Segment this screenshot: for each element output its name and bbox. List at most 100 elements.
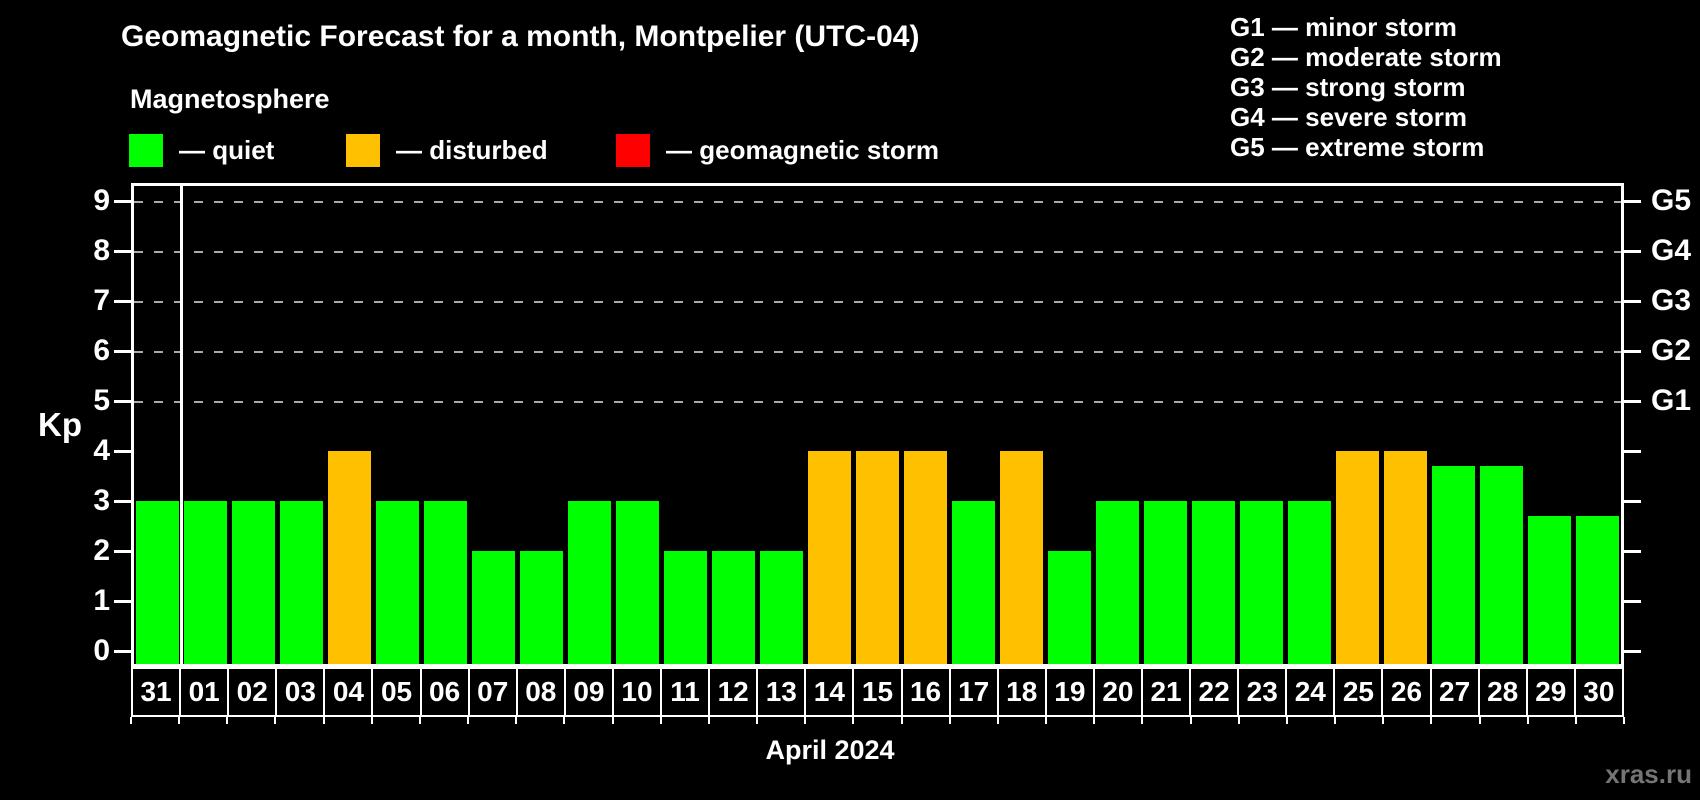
- y-tick-left-7: [114, 299, 131, 303]
- month-separator: [180, 186, 184, 664]
- right-scale-label-G5: G5: [1651, 184, 1692, 217]
- day-boundary-tick: [1526, 717, 1529, 724]
- day-boundary-tick: [900, 717, 903, 724]
- quiet-label: — quiet: [179, 135, 275, 165]
- kp-bar-20: [1095, 501, 1139, 664]
- kp-bar-08: [520, 551, 564, 664]
- day-label-19: 19: [1044, 669, 1093, 715]
- storm-scale-g4: G4 — severe storm: [1230, 102, 1468, 132]
- day-boundary-tick: [1334, 717, 1337, 724]
- kp-bar-13: [760, 551, 804, 664]
- day-label-17: 17: [948, 669, 997, 715]
- legend-item-quiet: — quiet: [129, 134, 274, 167]
- kp-bar-11: [664, 551, 708, 664]
- day-boundary-tick: [1237, 717, 1240, 724]
- y-tick-left-4: [114, 449, 131, 453]
- gridline-kp5: [134, 401, 1621, 403]
- day-boundary-tick: [467, 717, 470, 724]
- right-scale-label-G3: G3: [1651, 284, 1692, 317]
- day-label-24: 24: [1285, 669, 1333, 715]
- day-label-31: 31: [140, 676, 172, 707]
- day-boundary-tick: [1623, 717, 1625, 724]
- kp-bar-04: [328, 451, 372, 664]
- day-boundary-tick: [515, 717, 518, 724]
- kp-bar-22: [1191, 501, 1235, 664]
- day-label-10: 10: [611, 669, 660, 715]
- day-label-21: 21: [1140, 669, 1189, 715]
- day-label-16: 16: [900, 669, 949, 715]
- storm-scale-g3: G3 — strong storm: [1230, 72, 1466, 102]
- y-tick-label-8: 8: [93, 234, 110, 267]
- kp-bar-29: [1527, 516, 1571, 664]
- y-tick-left-1: [114, 599, 131, 603]
- day-label-03: 03: [275, 669, 323, 715]
- y-tick-label-6: 6: [93, 334, 110, 367]
- day-label-23: 23: [1237, 669, 1285, 715]
- y-tick-label-0: 0: [93, 634, 110, 667]
- gridline-kp8: [134, 251, 1621, 253]
- disturbed-label: — disturbed: [396, 135, 548, 165]
- day-label-06: 06: [419, 669, 468, 715]
- storm-scale-g1: G1 — minor storm: [1230, 12, 1457, 42]
- y-tick-right-3: [1624, 499, 1641, 503]
- kp-bar-01: [184, 501, 228, 664]
- kp-bar-27: [1431, 466, 1475, 664]
- kp-bar-21: [1143, 501, 1187, 664]
- kp-bar-25: [1335, 451, 1379, 664]
- day-boundary-tick: [1382, 717, 1385, 724]
- y-tick-label-9: 9: [93, 184, 110, 217]
- day-label-18: 18: [996, 669, 1045, 715]
- y-tick-left-0: [114, 649, 131, 653]
- y-tick-label-1: 1: [93, 584, 110, 617]
- chart-title: Geomagnetic Forecast for a month, Montpe…: [121, 20, 920, 53]
- y-tick-right-6: [1624, 349, 1641, 353]
- day-label-11: 11: [660, 669, 708, 715]
- day-boundary-tick: [178, 717, 181, 724]
- kp-bar-19: [1047, 551, 1091, 664]
- storm-scale-legend: G1 — minor storm G2 — moderate storm G3 …: [1230, 12, 1502, 162]
- kp-bar-18: [999, 451, 1043, 664]
- day-boundary-tick: [756, 717, 759, 724]
- legend-item-storm: — geomagnetic storm: [616, 134, 939, 167]
- kp-bar-24: [1287, 501, 1331, 664]
- y-tick-label-5: 5: [93, 384, 110, 417]
- y-tick-left-5: [114, 399, 131, 403]
- kp-bar-10: [616, 501, 660, 664]
- kp-bar-03: [280, 501, 324, 664]
- day-boundary-tick: [1478, 717, 1481, 724]
- day-boundary-tick: [418, 717, 421, 724]
- gridline-kp6: [134, 351, 1621, 353]
- kp-bar-17: [951, 501, 995, 664]
- day-boundary-tick: [274, 717, 277, 724]
- day-boundary-tick: [1430, 717, 1433, 724]
- day-boundary-tick: [804, 717, 807, 724]
- y-tick-label-4: 4: [93, 434, 110, 467]
- y-axis-title: Kp: [38, 406, 82, 443]
- day-boundary-tick: [130, 717, 132, 724]
- kp-bar-26: [1383, 451, 1427, 664]
- day-label-25: 25: [1333, 669, 1381, 715]
- day-label-05: 05: [371, 669, 419, 715]
- day-label-14: 14: [804, 669, 852, 715]
- y-tick-right-5: [1624, 399, 1641, 403]
- right-scale-label-G4: G4: [1651, 234, 1692, 267]
- kp-bar-07: [472, 551, 516, 664]
- quiet-color-swatch: [129, 134, 163, 167]
- storm-scale-g5: G5 — extreme storm: [1230, 132, 1485, 162]
- day-boundary-tick: [370, 717, 373, 724]
- day-boundary-tick: [1141, 717, 1144, 724]
- day-boundary-tick: [852, 717, 855, 724]
- watermark: xras.ru: [1605, 759, 1692, 789]
- kp-bar-05: [376, 501, 420, 664]
- day-label-20: 20: [1092, 669, 1141, 715]
- day-label-02: 02: [227, 669, 275, 715]
- y-tick-label-2: 2: [93, 534, 110, 567]
- storm-scale-g2: G2 — moderate storm: [1230, 42, 1502, 72]
- day-boundary-tick: [563, 717, 566, 724]
- kp-bar-14: [808, 451, 852, 664]
- gridline-kp9: [134, 201, 1621, 203]
- day-boundary-tick: [1045, 717, 1048, 724]
- day-boundary-tick: [1574, 717, 1577, 724]
- kp-bar-31: [136, 501, 180, 664]
